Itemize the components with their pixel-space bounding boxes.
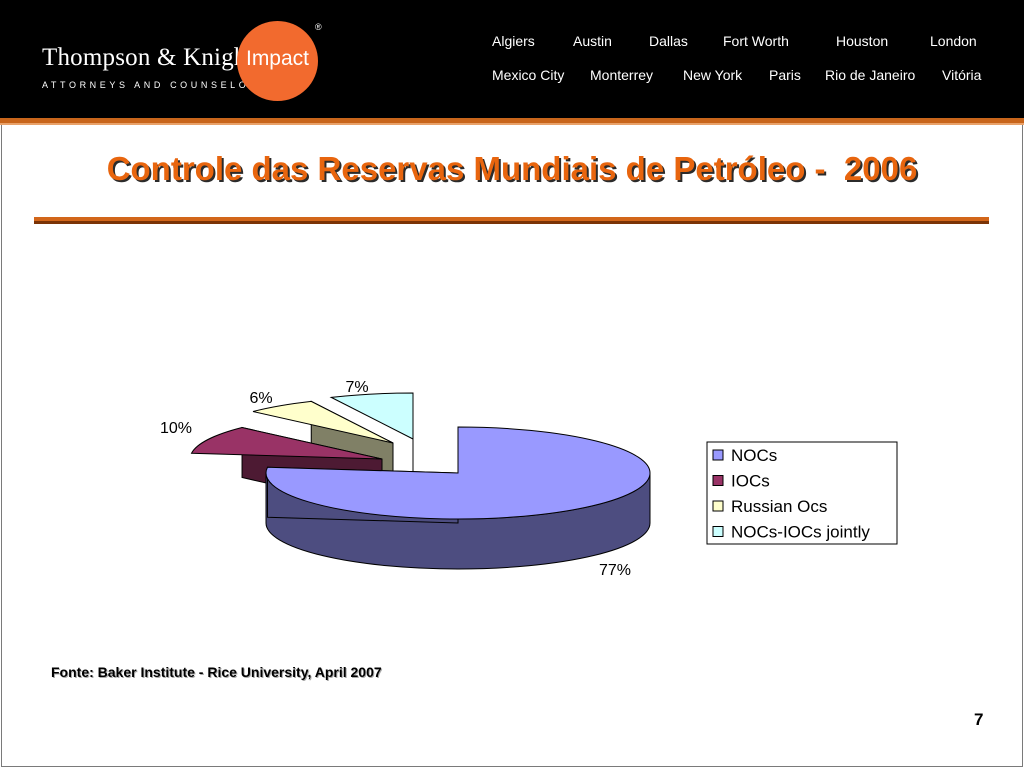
legend-swatch-iocs — [712, 475, 724, 486]
header-divider — [0, 118, 1024, 123]
legend-box — [706, 441, 898, 545]
source-note: Fonte: Baker Institute - Rice University… — [51, 664, 382, 680]
data-label-nocs: 77% — [599, 562, 631, 579]
data-label-iocs: 10% — [160, 420, 192, 437]
city-houston: Houston — [836, 33, 889, 49]
city-austin: Austin — [573, 33, 612, 49]
legend-swatch-russian-ocs — [712, 500, 724, 512]
slide-frame — [1, 125, 1023, 767]
city-mexico-city: Mexico City — [492, 67, 565, 83]
city-vitoria: Vitória — [942, 67, 982, 83]
legend-label-iocs: IOCs — [731, 472, 770, 491]
data-label-nocs-iocs-jointly: 7% — [345, 379, 368, 396]
city-new-york: New York — [683, 67, 743, 83]
impact-logo-text: Impact — [245, 47, 310, 70]
slice-top-nocs-iocs-jointly — [329, 392, 414, 440]
registered-mark: ® — [315, 22, 322, 32]
city-paris: Paris — [769, 67, 801, 83]
header-bar — [0, 0, 1024, 118]
city-monterrey: Monterrey — [590, 67, 654, 83]
title-underline-shadow — [34, 221, 989, 224]
impact-logo-circle — [237, 21, 318, 101]
slice-top-iocs — [190, 426, 383, 460]
legend-label-russian-ocs: Russian Ocs — [731, 497, 827, 516]
title-underline — [34, 217, 989, 221]
slice-top-russian-ocs — [252, 400, 394, 444]
legend-swatch-nocs-iocs-jointly — [712, 526, 724, 537]
city-london: London — [930, 33, 977, 49]
city-rio-de-janeiro: Rio de Janeiro — [825, 67, 916, 83]
legend-label-nocs: NOCs — [731, 446, 777, 465]
header-divider-light — [0, 123, 1024, 125]
brand-name: Thompson & Knight — [42, 44, 254, 71]
slide-title: Controle das Reservas Mundiais de Petról… — [106, 150, 918, 187]
legend-swatch-nocs — [712, 449, 724, 461]
legend-label-nocs-iocs-jointly: NOCs-IOCs jointly — [731, 523, 870, 542]
slice-top-nocs — [265, 426, 651, 520]
city-algiers: Algiers — [492, 33, 535, 49]
brand-tagline: ATTORNEYS AND COUNSELORS — [42, 80, 270, 90]
page-number: 7 — [974, 710, 984, 729]
city-dallas: Dallas — [649, 33, 688, 49]
city-fort-worth: Fort Worth — [723, 33, 789, 49]
data-label-russian-ocs: 6% — [249, 390, 272, 407]
